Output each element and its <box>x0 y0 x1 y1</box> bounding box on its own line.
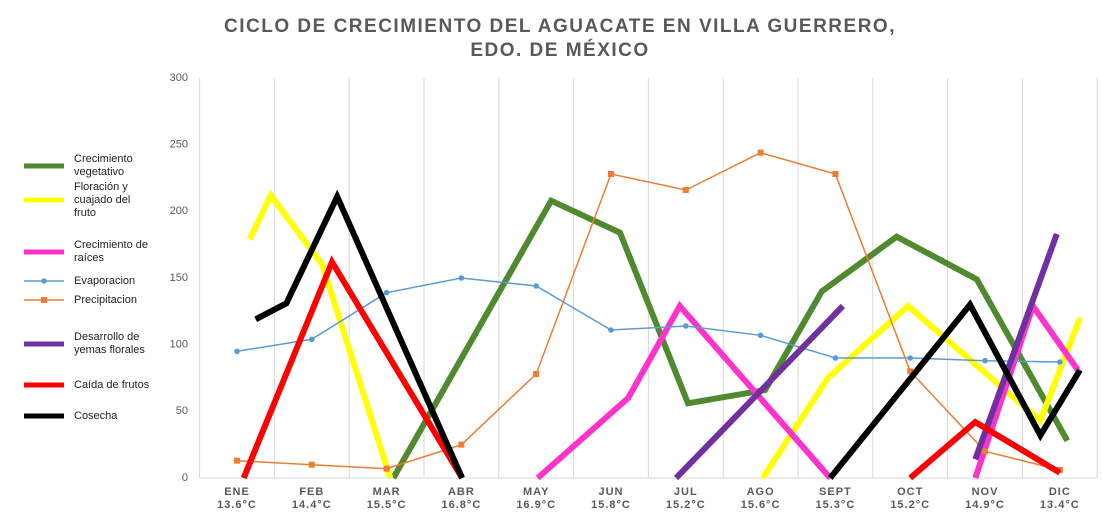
y-tick-label: 300 <box>170 72 188 84</box>
series-line <box>390 196 1070 480</box>
series-line <box>254 189 1083 480</box>
legend-swatch <box>24 249 64 255</box>
legend-item: Crecimiento vegetativo <box>22 152 154 180</box>
x-tick-label: JUL <box>674 486 698 498</box>
x-tick-sublabel: 15.6°C <box>741 499 781 511</box>
point <box>683 323 689 329</box>
x-tick-label: MAR <box>373 486 401 498</box>
point <box>533 371 540 377</box>
x-tick-sublabel: 15.5°C <box>367 499 407 511</box>
point <box>234 348 240 355</box>
point <box>608 327 614 333</box>
point <box>309 336 315 343</box>
x-tick-label: FEB <box>299 486 324 498</box>
legend-item: Evaporacion <box>22 267 154 295</box>
legend-item: Crecimiento de raíces <box>22 238 154 266</box>
legend-label: Floración y cuajado del fruto <box>74 180 131 219</box>
x-tick-label: ABR <box>448 486 475 498</box>
x-tick-label: DIC <box>1049 486 1071 498</box>
y-tick-label: 100 <box>170 339 188 351</box>
legend-marker <box>41 278 47 284</box>
x-tick-sublabel: 15.8°C <box>591 499 631 511</box>
y-tick-label: 50 <box>176 405 188 417</box>
legend-marker <box>41 297 47 303</box>
point <box>458 275 465 281</box>
legend-swatch <box>24 197 64 203</box>
point <box>982 448 988 455</box>
legend-item: Cosecha <box>22 402 154 430</box>
point <box>757 332 764 339</box>
legend-label: Precipitacion <box>74 293 137 306</box>
point <box>907 355 913 361</box>
point <box>757 149 764 156</box>
x-tick-sublabel: 15.3°C <box>816 499 856 511</box>
x-tick-sublabel: 13.4°C <box>1040 499 1080 511</box>
point <box>458 441 465 448</box>
x-tick-sublabel: 15.2°C <box>890 499 930 511</box>
legend-swatch <box>24 382 64 388</box>
chart-title: CICLO DE CRECIMIENTO DEL AGUACATE EN VIL… <box>224 16 896 37</box>
series-line <box>673 232 1060 481</box>
x-tick-sublabel: 14.4°C <box>292 499 332 511</box>
x-tick-sublabel: 16.8°C <box>442 499 482 511</box>
x-tick-sublabel: 13.6°C <box>217 499 257 511</box>
legend-label: Caída de frutos <box>74 378 150 391</box>
point <box>234 457 240 464</box>
legend-label: Evaporacion <box>74 274 136 287</box>
legend-swatch <box>24 278 64 284</box>
point <box>682 187 689 193</box>
point <box>832 171 839 177</box>
legend-swatch <box>24 341 64 347</box>
legend-label: Crecimiento de raíces <box>74 239 148 264</box>
x-tick-label: OCT <box>897 486 923 498</box>
point <box>533 283 539 289</box>
y-tick-label: 250 <box>170 139 188 151</box>
legend-item: Precipitacion <box>22 286 154 314</box>
legend-label: Crecimiento vegetativo <box>74 153 133 178</box>
point <box>1057 359 1063 365</box>
series-line <box>236 151 1060 471</box>
legend-swatch <box>24 163 64 169</box>
point <box>608 171 614 177</box>
x-tick-label: NOV <box>972 486 999 498</box>
point <box>383 465 390 472</box>
point <box>907 368 914 375</box>
point <box>832 355 839 361</box>
series-line <box>240 255 1062 481</box>
legend-item: Floración y cuajado del fruto <box>22 181 154 219</box>
y-tick-label: 0 <box>182 472 188 484</box>
legend-swatch <box>24 297 64 303</box>
series-line <box>236 277 1060 363</box>
x-tick-label: AGO <box>747 486 775 498</box>
x-tick-label: JUN <box>598 486 623 498</box>
legend-item: Caída de frutos <box>22 371 154 399</box>
legend-item: Desarrollo de yemas florales <box>22 330 154 358</box>
x-tick-label: ENE <box>224 486 250 498</box>
x-tick-sublabel: 16.9°C <box>516 499 556 511</box>
x-tick-label: SEPT <box>819 486 852 498</box>
legend-label: Desarrollo de yemas florales <box>74 331 145 356</box>
point <box>383 289 390 296</box>
legend-label: Cosecha <box>74 409 118 422</box>
point <box>308 461 315 468</box>
legend-swatch <box>24 413 64 419</box>
series-line <box>246 189 1083 480</box>
chart-title: EDO. DE MÉXICO <box>470 39 649 61</box>
y-tick-label: 200 <box>170 205 188 217</box>
point <box>982 357 988 364</box>
x-tick-sublabel: 15.2°C <box>666 499 706 511</box>
x-tick-sublabel: 14.9°C <box>965 499 1005 511</box>
x-tick-label: MAY <box>523 486 549 498</box>
y-tick-label: 150 <box>170 272 188 284</box>
